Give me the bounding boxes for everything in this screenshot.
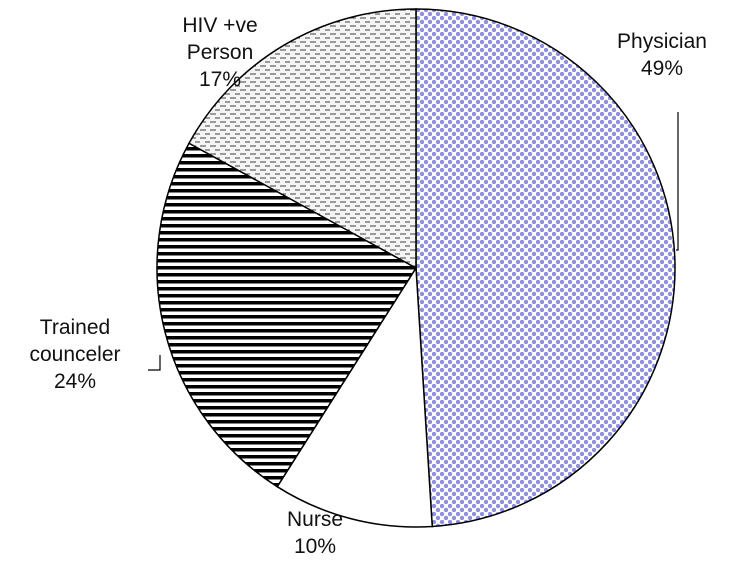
pie-slice: [156, 142, 418, 488]
percent-label: 24%: [53, 370, 97, 393]
leader-line: [676, 112, 679, 251]
leader-line: [148, 355, 161, 371]
category-name: HIV +ve Person: [182, 14, 258, 64]
slice-label: Nurse 10%: [250, 506, 380, 560]
pie-slice: [415, 8, 676, 528]
slice-label: HIV +ve Person 17%: [155, 12, 285, 93]
slice-label: Physician 49%: [600, 28, 724, 82]
category-name: Physician: [617, 30, 707, 53]
percent-label: 49%: [640, 57, 684, 80]
percent-label: 17%: [198, 68, 242, 91]
slice-label: Trained counceler 24%: [0, 314, 150, 395]
category-name: Trained counceler: [29, 316, 121, 366]
percent-label: 10%: [293, 535, 337, 558]
pie-slice: [276, 265, 434, 528]
category-name: Nurse: [286, 508, 344, 531]
pie-slice: [188, 8, 417, 270]
